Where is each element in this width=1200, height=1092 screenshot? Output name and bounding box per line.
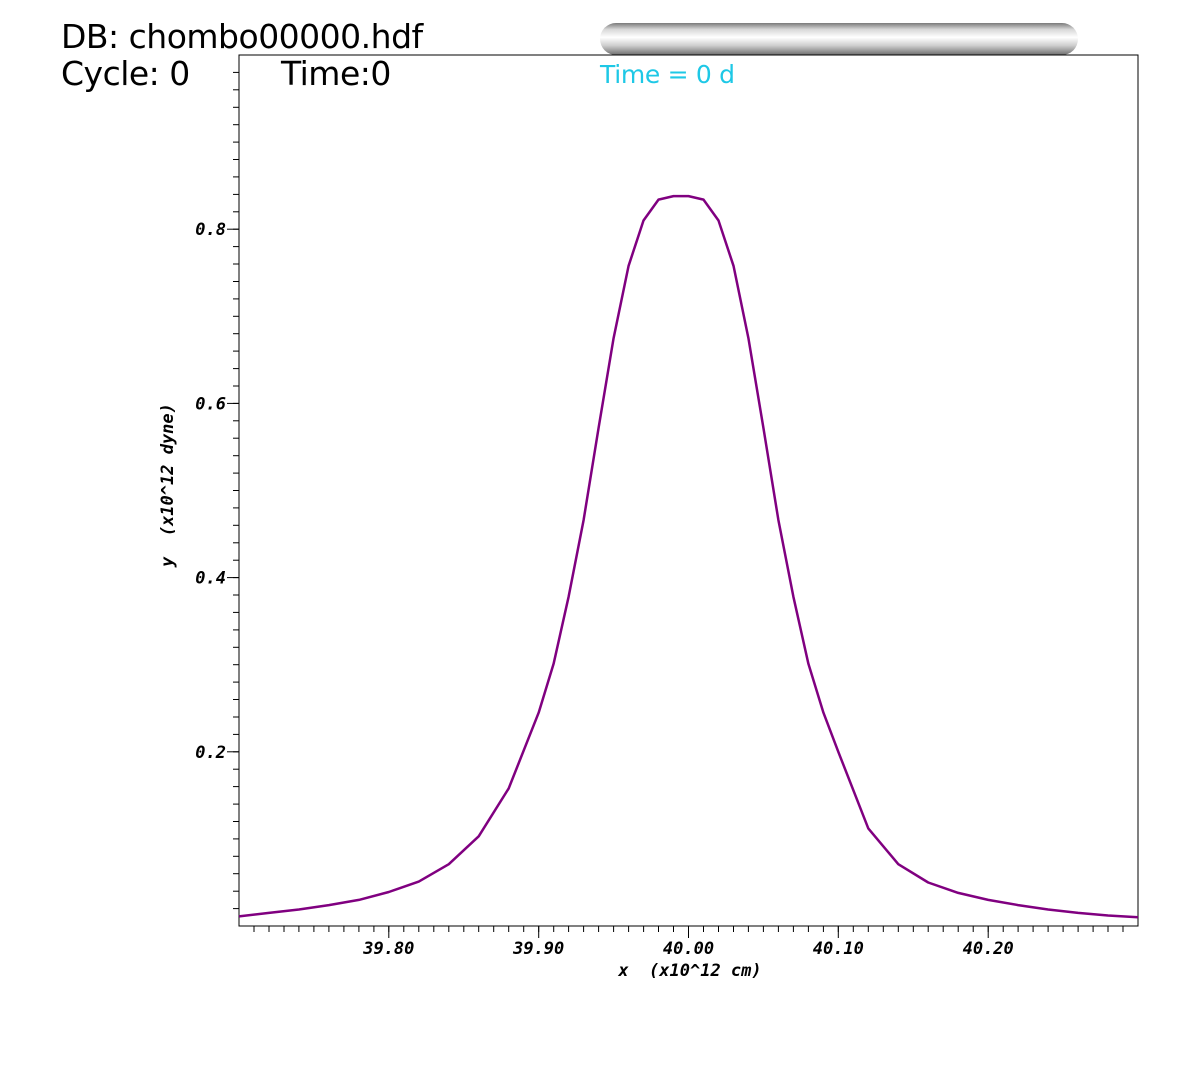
time-label: Time:0 [281,54,391,93]
data-series-line [238,194,1139,919]
x-tick-label: 39.90 [512,939,564,959]
x-tick-label: 39.80 [362,939,414,959]
cycle-label: Cycle: 0 [61,54,190,93]
x-tick-label: 40.00 [663,939,714,959]
x-tick-label: 40.10 [813,939,864,959]
y-tick-labels: 0.2 0.4 0.6 0.8 [195,220,226,763]
x-axis-title: x (x10^12 cm) [617,961,761,981]
x-tick-label: 40.20 [963,939,1014,959]
major-ticks [227,228,989,938]
x-tick-labels: 39.80 39.90 40.00 40.10 40.20 [362,939,1014,959]
time-annotation: Time = 0 d [600,60,735,89]
y-axis-title: y (x10^12 dyne) [158,403,178,568]
time-slider[interactable] [600,23,1078,55]
y-tick-label: 0.6 [195,394,226,414]
plot-frame [238,54,1139,927]
y-tick-label: 0.4 [195,569,226,589]
database-label: DB: chombo00000.hdf [61,17,423,56]
minor-ticks [233,71,1124,932]
y-tick-label: 0.8 [195,220,226,240]
y-tick-label: 0.2 [195,743,226,763]
